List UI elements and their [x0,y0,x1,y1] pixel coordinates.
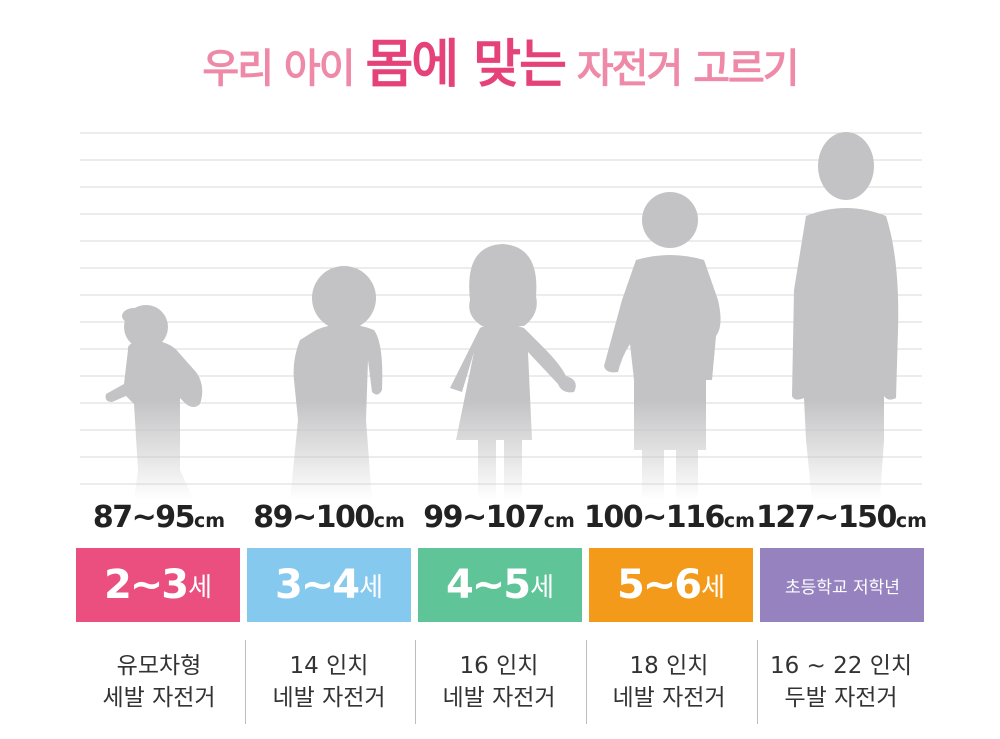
bike-description: 14 인치 네발 자전거 [244,650,414,714]
age-badge: 3~4 세 [247,548,411,622]
height-range-label: 127~150cm [756,500,927,535]
bike-type: 두발 자전거 [784,685,898,711]
age-badge: 4~5 세 [418,548,582,622]
bike-type: 네발 자전거 [612,685,726,711]
bike-size: 16 ~ 22 인치 [769,653,913,679]
page-title: 우리 아이 몸에 맞는 자전거 고르기 [0,22,1000,97]
height-range-label: 89~100cm [253,500,405,535]
column-divider [245,640,246,724]
height-range-label: 87~95cm [92,500,226,535]
bike-type: 세발 자전거 [102,685,216,711]
age-badge: 5~6 세 [589,548,753,622]
age-badge: 2~3 세 [76,548,240,622]
column-divider [415,640,416,724]
bike-description: 16 인치 네발 자전거 [414,650,584,714]
child-silhouette-toddler [105,305,203,500]
bike-type: 네발 자전거 [272,685,386,711]
bike-description: 16 ~ 22 인치 두발 자전거 [756,650,926,714]
bike-type: 네발 자전거 [442,685,556,711]
title-emphasis: 몸에 맞는 [365,35,566,95]
height-range-label: 100~116cm [584,500,755,535]
child-silhouette-age-5-6 [604,192,721,500]
child-silhouette-elementary [792,132,899,500]
child-silhouette-age-3-4 [290,266,383,500]
column-divider [586,640,587,724]
age-badge: 초등학교 저학년 [760,548,924,622]
title-part-2: 자전거 고르기 [576,46,800,92]
bike-size: 18 인치 [629,653,709,679]
column-divider [757,640,758,724]
title-part-1: 우리 아이 [202,46,355,92]
bike-size: 14 인치 [289,653,369,679]
bike-description: 18 인치 네발 자전거 [584,650,754,714]
bike-size: 유모차형 [116,653,202,679]
bike-size: 16 인치 [459,653,539,679]
bike-description: 유모차형 세발 자전거 [74,650,244,714]
child-silhouette-age-4-5 [450,244,576,500]
height-range-label: 99~107cm [423,500,575,535]
